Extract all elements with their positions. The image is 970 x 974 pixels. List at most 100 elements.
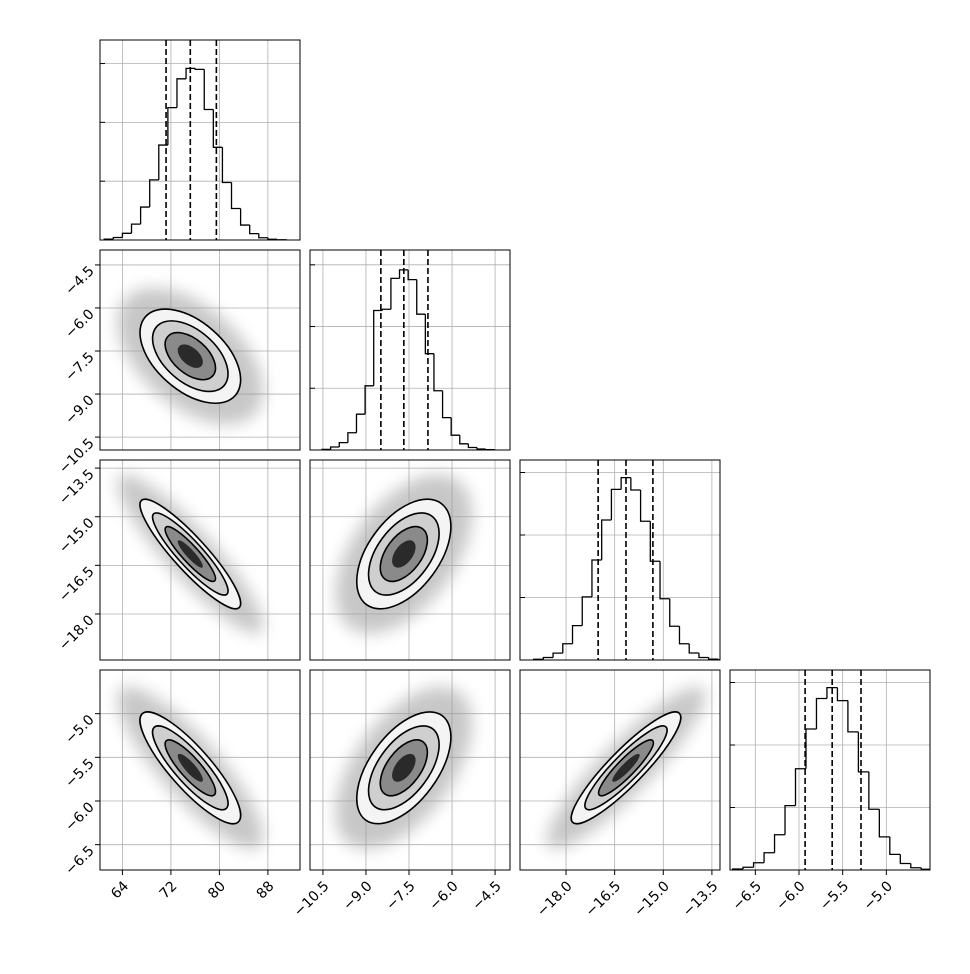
histogram-bin xyxy=(805,728,817,769)
histogram-bin xyxy=(763,852,775,863)
histogram-bin xyxy=(826,686,838,699)
histogram-bin xyxy=(258,233,268,239)
x-tick-label: −7.5 xyxy=(383,878,418,913)
histogram-bin xyxy=(878,809,890,838)
histogram-bin xyxy=(698,653,709,659)
histogram-bin xyxy=(167,106,177,146)
histogram-bin xyxy=(373,309,383,386)
histogram-bin xyxy=(899,854,911,865)
y-tick-label: −7.5 xyxy=(62,349,97,384)
histogram-bin xyxy=(910,863,922,869)
histogram-bin xyxy=(562,643,573,654)
y-tick-label: −15.0 xyxy=(56,515,98,557)
histogram-bin xyxy=(815,697,827,729)
histogram-bin xyxy=(112,236,123,240)
histogram-bin xyxy=(678,626,690,645)
histogram-bin xyxy=(267,237,277,240)
x-tick-label: 72 xyxy=(157,878,181,902)
panel-frame xyxy=(309,459,511,661)
y-tick-label: −4.5 xyxy=(62,263,97,298)
x-tick-label: −6.5 xyxy=(730,878,765,913)
x-tick-label: −10.5 xyxy=(291,878,333,920)
x-tick-label: −18.0 xyxy=(534,878,576,920)
x-tick-label: −6.0 xyxy=(426,878,461,913)
y-tick-label: −5.5 xyxy=(62,756,97,791)
histogram-bin xyxy=(542,656,554,660)
y-tick-label: −9.0 xyxy=(62,392,97,427)
histogram-bin xyxy=(347,432,357,443)
contour xyxy=(151,725,229,811)
histogram-bin xyxy=(338,441,348,448)
histogram-bin xyxy=(932,869,942,870)
histogram-bin xyxy=(581,596,592,626)
x-tick-label: 80 xyxy=(205,878,229,902)
histogram-bin xyxy=(433,353,443,392)
contour xyxy=(597,739,655,797)
histogram-bin xyxy=(212,109,223,148)
histogram-bin xyxy=(857,731,869,773)
contour xyxy=(139,711,242,825)
x-tick-label: −9.0 xyxy=(340,878,375,913)
panel xyxy=(310,670,510,870)
panel xyxy=(100,460,300,660)
contour xyxy=(379,739,429,797)
y-tick-label: −18.0 xyxy=(56,612,98,654)
x-tick-label: −4.5 xyxy=(469,878,504,913)
histogram-bin xyxy=(742,866,754,869)
panel-frame xyxy=(519,669,721,871)
histogram-bin xyxy=(459,435,469,445)
histogram-bin xyxy=(630,477,641,491)
histogram-bin xyxy=(121,232,132,238)
contour xyxy=(379,525,429,583)
histogram-bin xyxy=(476,447,486,450)
panel-frame xyxy=(99,459,301,661)
histogram-bin xyxy=(441,390,452,419)
histogram-bin xyxy=(639,490,651,522)
contour xyxy=(355,498,452,610)
histogram-bin xyxy=(139,206,150,225)
histogram-bin xyxy=(847,700,859,733)
contour xyxy=(151,320,229,393)
histogram-bin xyxy=(355,413,366,433)
histogram-bin xyxy=(239,208,250,226)
histogram-bin xyxy=(330,446,340,450)
y-tick-label: −10.5 xyxy=(56,435,98,477)
histogram-bin xyxy=(610,488,622,520)
panel-frame xyxy=(99,669,301,871)
histogram-bin xyxy=(752,862,765,868)
histogram-bin xyxy=(364,385,374,415)
contour xyxy=(164,739,217,797)
histogram-bin xyxy=(708,657,719,660)
contour xyxy=(164,525,217,583)
histogram-bin xyxy=(203,69,214,111)
panel xyxy=(100,40,300,240)
contour xyxy=(570,711,682,825)
x-tick-label: −5.0 xyxy=(861,878,896,913)
histogram-bin xyxy=(601,519,612,560)
histogram-bin xyxy=(669,598,680,627)
histogram-bin xyxy=(221,147,232,184)
density-fill xyxy=(392,753,416,782)
x-tick-label: 88 xyxy=(254,878,278,902)
contour xyxy=(367,512,440,596)
contour xyxy=(584,725,668,811)
contour xyxy=(151,512,229,596)
histogram-bin xyxy=(571,624,583,644)
histogram-bin xyxy=(398,269,409,279)
histogram-bin xyxy=(230,182,241,210)
histogram-bin xyxy=(688,643,699,654)
contour xyxy=(355,711,452,825)
histogram-bin xyxy=(773,834,786,853)
density-fill xyxy=(392,540,416,568)
panel-frame xyxy=(729,669,931,871)
x-tick-label: −16.5 xyxy=(583,878,625,920)
panel xyxy=(730,670,942,870)
histogram-bin xyxy=(176,78,187,108)
contour xyxy=(367,725,440,811)
density-fill xyxy=(177,344,203,368)
panel-frame xyxy=(99,39,301,241)
y-tick-label: −6.5 xyxy=(62,843,97,878)
histogram-bin xyxy=(649,521,661,562)
